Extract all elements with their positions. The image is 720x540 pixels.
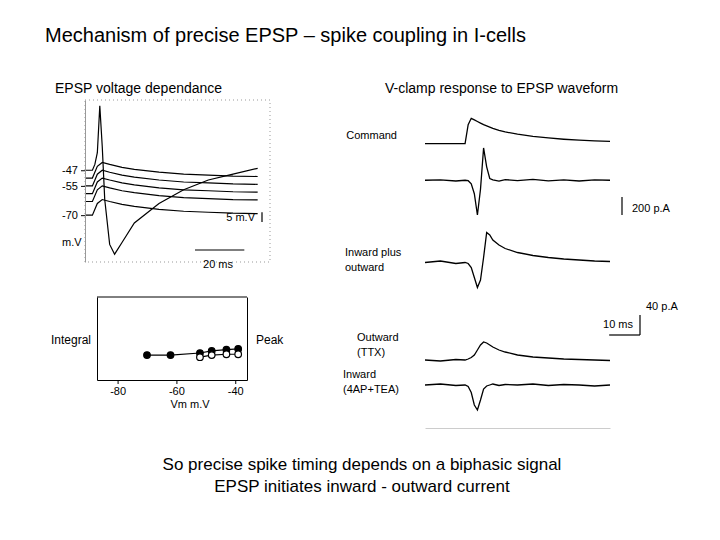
scale-bar-label: 5 m.V <box>226 211 255 223</box>
panel-title: EPSP voltage dependance <box>55 80 222 96</box>
slide-canvas: Mechanism of precise EPSP – spike coupli… <box>0 0 720 540</box>
trace <box>85 106 258 254</box>
series-line <box>200 354 238 357</box>
scale-bar <box>639 315 640 335</box>
tick-mark <box>81 170 85 171</box>
trace-label: Inward plus outward <box>345 246 402 273</box>
tick: -70 <box>62 209 85 221</box>
point <box>167 352 174 359</box>
plot-area <box>85 106 258 254</box>
trace <box>425 384 610 410</box>
scale-bar-label: 10 ms <box>603 318 633 330</box>
scale-bar <box>621 197 622 215</box>
y2-axis <box>247 298 248 381</box>
trace-label-line: Outward <box>357 331 399 343</box>
caption: So precise spike timing depends on a bip… <box>163 455 562 474</box>
panel-title: V-clamp response to EPSP waveform <box>385 80 618 96</box>
scale-bar <box>261 212 262 222</box>
axis-line <box>85 101 86 263</box>
tick-mark <box>235 380 236 384</box>
trace <box>425 148 610 215</box>
point <box>197 354 204 361</box>
trace-label: Inward (4AP+TEA) <box>343 368 399 395</box>
tick-label: -60 <box>169 385 185 397</box>
trace-label-line: (4AP+TEA) <box>343 383 399 395</box>
point <box>208 352 215 359</box>
tick: -80 <box>110 380 126 397</box>
x-axis <box>426 428 611 429</box>
tick-mark <box>118 380 119 384</box>
trace <box>425 118 610 143</box>
tick-label: -40 <box>228 385 244 397</box>
axis-line <box>426 428 611 429</box>
y-axis-label: m.V <box>62 236 82 248</box>
trace-label-line: outward <box>345 261 384 273</box>
plot-area <box>425 118 610 410</box>
tick: -47 <box>62 164 85 176</box>
trace <box>425 233 610 288</box>
caption: EPSP initiates inward - outward current <box>214 477 510 496</box>
trace <box>425 342 610 361</box>
tick-mark <box>81 215 85 216</box>
tick-label: -55 <box>62 180 78 192</box>
tick-label: -80 <box>110 385 126 397</box>
slide: Mechanism of precise EPSP – spike coupli… <box>0 0 720 540</box>
axis-line <box>247 298 248 381</box>
x-axis-label: Vm m.V <box>170 398 210 410</box>
tick-mark <box>81 186 85 187</box>
plot-area <box>144 346 242 361</box>
axis-line <box>98 380 248 381</box>
tick-label: -47 <box>62 164 78 176</box>
point <box>144 352 151 359</box>
slide-title: Mechanism of precise EPSP – spike coupli… <box>45 24 526 46</box>
y-axis <box>97 298 98 381</box>
point <box>223 351 230 358</box>
scale-bar <box>609 334 640 335</box>
trace-label-line: Command <box>346 129 397 141</box>
trace <box>85 162 258 178</box>
y-axis: -47 -55 -70 <box>62 101 85 263</box>
trace-label: Outward (TTX) <box>357 331 399 358</box>
vm-panel: -80 -60 -40 Integral Peak Vm m.V <box>51 297 284 410</box>
trace-label-line: (TTX) <box>357 346 385 358</box>
tick-label: -70 <box>62 209 78 221</box>
scale-bar-label: 200 p.A <box>632 202 671 214</box>
vclamp-panel: V-clamp response to EPSP waveform Command… <box>343 80 678 429</box>
trace-label-line: Inward plus <box>345 246 402 258</box>
plot-frame-top <box>97 297 247 298</box>
trace-label-line: Inward <box>343 368 376 380</box>
scale-bar-label: 40 p.A <box>646 300 678 312</box>
epsp-panel: EPSP voltage dependance -47 -55 -70 m.V 5 m.V… <box>55 80 270 270</box>
axis-line <box>97 298 98 381</box>
tick: -60 <box>169 380 185 397</box>
point <box>235 351 242 358</box>
y2-axis-label: Peak <box>256 333 284 347</box>
trace-label: Command <box>346 129 397 141</box>
scale-bar <box>195 249 244 250</box>
x-axis: -80 -60 -40 <box>98 380 248 397</box>
tick: -55 <box>62 180 85 192</box>
y-axis-label: Integral <box>51 333 91 347</box>
plot-frame <box>85 100 270 262</box>
scale-bar-label: 20 ms <box>203 258 233 270</box>
tick: -40 <box>228 380 244 397</box>
tick-mark <box>176 380 177 384</box>
